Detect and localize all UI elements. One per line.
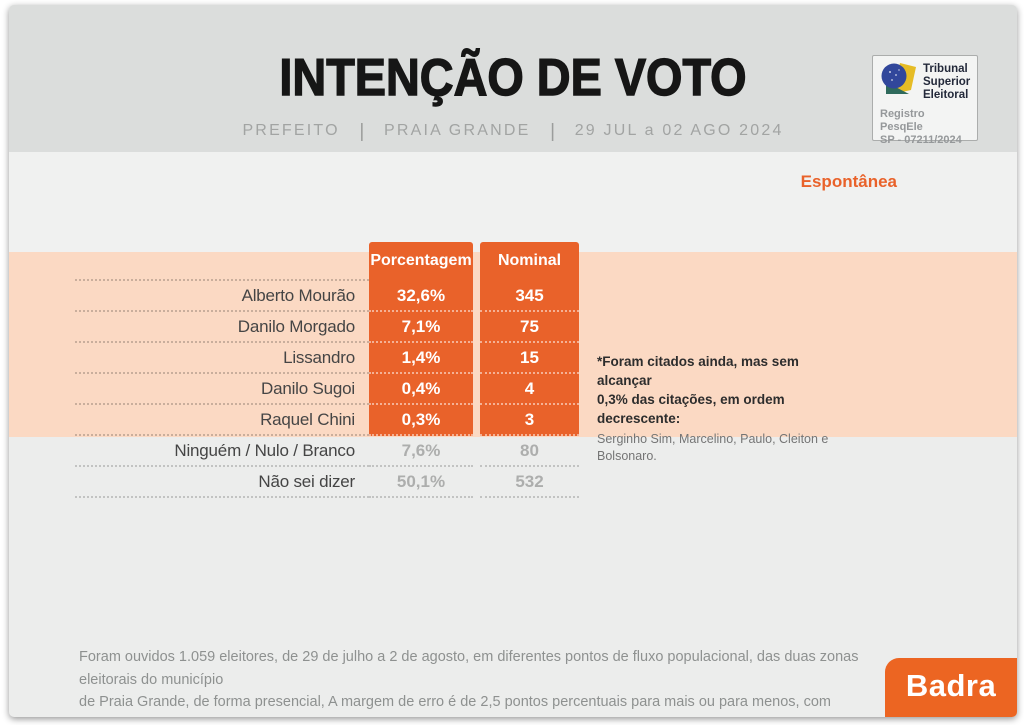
nominal-value: 3 xyxy=(480,405,579,436)
candidate-name: Lissandro xyxy=(75,343,369,374)
tse-registry-line2: SP - 07211/2024 xyxy=(880,134,962,146)
table-row: Não sei dizer 50,1% 532 xyxy=(75,467,579,498)
candidate-name: Danilo Sugoi xyxy=(75,374,369,405)
footnote-line1: *Foram citados ainda, mas sem alcançar xyxy=(597,354,799,388)
results-table-body: Alberto Mourão 32,6% 345 Danilo Morgado … xyxy=(75,281,579,498)
methodology-line2: de Praia Grande, de forma presencial, A … xyxy=(79,694,831,717)
subtitle-divider-icon: | xyxy=(359,121,365,142)
table-row: Danilo Sugoi 0,4% 4 xyxy=(75,374,579,405)
header-band xyxy=(9,5,1017,152)
candidate-name: Danilo Morgado xyxy=(75,312,369,343)
nominal-value: 345 xyxy=(480,281,579,312)
tse-org-line: Eleitoral xyxy=(923,89,969,101)
stimulus-band xyxy=(9,152,1017,252)
tse-globe-logo-icon xyxy=(880,62,918,103)
table-row: Lissandro 1,4% 15 xyxy=(75,343,579,374)
stimulus-label: Espontânea xyxy=(800,172,897,191)
tse-registry-box: Tribunal Superior Eleitoral Registro Pes… xyxy=(872,55,978,146)
tse-registry-number: Registro PesqEle SP - 07211/2024 xyxy=(880,108,970,147)
page-title: INTENÇÃO DE VOTO xyxy=(279,49,747,107)
candidate-name: Ninguém / Nulo / Branco xyxy=(75,436,369,467)
subtitle-period: 29 JUL a 02 AGO 2024 xyxy=(574,122,784,139)
subtitle-divider-icon: | xyxy=(550,121,556,142)
subtitle-city: PRAIA GRANDE xyxy=(384,122,531,139)
results-table: Porcentagem Nominal Alberto Mourão 32,6%… xyxy=(75,242,579,498)
candidate-name: Não sei dizer xyxy=(75,467,369,498)
subtitle: PREFEITO | PRAIA GRANDE | 29 JUL a 02 AG… xyxy=(9,121,1017,143)
slide-card: INTENÇÃO DE VOTO PREFEITO | PRAIA GRANDE… xyxy=(9,5,1017,717)
table-row: Danilo Morgado 7,1% 75 xyxy=(75,312,579,343)
percentage-value: 1,4% xyxy=(369,343,473,374)
percentage-value: 0,4% xyxy=(369,374,473,405)
candidate-name: Alberto Mourão xyxy=(75,281,369,312)
percentage-value: 32,6% xyxy=(369,281,473,312)
tse-org-line: Tribunal xyxy=(923,63,968,75)
footnote: *Foram citados ainda, mas sem alcançar 0… xyxy=(597,352,847,465)
tse-registry-line1: Registro PesqEle xyxy=(880,108,925,133)
percentage-value: 50,1% xyxy=(369,467,473,498)
methodology-text: Foram ouvidos 1.059 eleitores, de 29 de … xyxy=(79,646,869,717)
nominal-value: 4 xyxy=(480,374,579,405)
table-header-row: Porcentagem Nominal xyxy=(75,242,579,281)
column-header-nominal: Nominal xyxy=(480,242,579,281)
nominal-value: 75 xyxy=(480,312,579,343)
footnote-line3: Serginho Sim, Marcelino, Paulo, Cleiton … xyxy=(597,432,829,463)
subtitle-office: PREFEITO xyxy=(242,122,340,139)
percentage-value: 7,1% xyxy=(369,312,473,343)
candidate-name: Raquel Chini xyxy=(75,405,369,436)
methodology-line1: Foram ouvidos 1.059 eleitores, de 29 de … xyxy=(79,649,859,688)
table-row: Alberto Mourão 32,6% 345 xyxy=(75,281,579,312)
tse-org-line: Superior xyxy=(923,76,971,88)
nominal-value: 80 xyxy=(480,436,579,467)
tse-org-name: Tribunal Superior Eleitoral xyxy=(923,63,970,102)
table-row: Ninguém / Nulo / Branco 7,6% 80 xyxy=(75,436,579,467)
tse-header: Tribunal Superior Eleitoral xyxy=(880,62,970,103)
nominal-value: 15 xyxy=(480,343,579,374)
table-row: Raquel Chini 0,3% 3 xyxy=(75,405,579,436)
badra-logo: Badra xyxy=(885,658,1017,717)
header-spacer xyxy=(75,242,369,281)
percentage-value: 7,6% xyxy=(369,436,473,467)
column-header-porcentagem: Porcentagem xyxy=(369,242,473,281)
footnote-line2: 0,3% das citações, em ordem decrescente: xyxy=(597,392,785,426)
percentage-value: 0,3% xyxy=(369,405,473,436)
nominal-value: 532 xyxy=(480,467,579,498)
